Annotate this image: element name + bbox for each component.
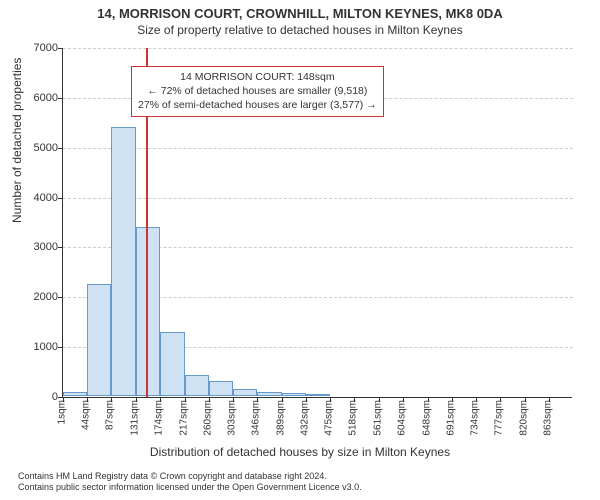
chart-subtitle: Size of property relative to detached ho… <box>0 23 600 37</box>
x-tick-label: 174sqm <box>154 400 165 436</box>
x-axis-label: Distribution of detached houses by size … <box>0 445 600 459</box>
x-tick-label: 346sqm <box>251 400 262 436</box>
x-tick-label: 691sqm <box>445 400 456 436</box>
y-tick-label: 7000 <box>18 42 58 54</box>
y-tick-mark <box>58 247 63 248</box>
y-tick-mark <box>58 48 63 49</box>
chart-area: 14 MORRISON COURT: 148sqm ← 72% of detac… <box>62 48 572 398</box>
histogram-bar <box>160 332 184 396</box>
histogram-bar <box>136 227 160 396</box>
x-tick-label: 734sqm <box>470 400 481 436</box>
histogram-bar <box>87 284 111 396</box>
x-tick-label: 1sqm <box>57 400 68 424</box>
x-tick-label: 561sqm <box>372 400 383 436</box>
x-tick-label: 604sqm <box>396 400 407 436</box>
x-tick-label: 303sqm <box>227 400 238 436</box>
x-tick-label: 863sqm <box>542 400 553 436</box>
footer-attribution: Contains HM Land Registry data © Crown c… <box>18 471 362 494</box>
annotation-box: 14 MORRISON COURT: 148sqm ← 72% of detac… <box>131 66 384 117</box>
histogram-bar <box>63 392 87 396</box>
histogram-bar <box>282 393 306 396</box>
y-tick-label: 0 <box>18 391 58 403</box>
y-tick-label: 3000 <box>18 241 58 253</box>
y-tick-mark <box>58 148 63 149</box>
figure-container: 14, MORRISON COURT, CROWNHILL, MILTON KE… <box>0 0 600 500</box>
annotation-line-2: ← 72% of detached houses are smaller (9,… <box>138 84 377 98</box>
y-tick-mark <box>58 198 63 199</box>
x-tick-label: 389sqm <box>275 400 286 436</box>
x-tick-label: 432sqm <box>299 400 310 436</box>
footer-line-2: Contains public sector information licen… <box>18 482 362 494</box>
chart-title: 14, MORRISON COURT, CROWNHILL, MILTON KE… <box>0 0 600 21</box>
histogram-bar <box>257 392 281 396</box>
y-tick-label: 5000 <box>18 142 58 154</box>
x-tick-label: 260sqm <box>202 400 213 436</box>
x-tick-label: 777sqm <box>494 400 505 436</box>
plot-region: 14 MORRISON COURT: 148sqm ← 72% of detac… <box>62 48 572 398</box>
x-tick-label: 518sqm <box>348 400 359 436</box>
x-tick-label: 131sqm <box>130 400 141 436</box>
x-tick-label: 87sqm <box>105 400 116 430</box>
annotation-line-1: 14 MORRISON COURT: 148sqm <box>138 70 377 84</box>
y-tick-label: 2000 <box>18 291 58 303</box>
y-tick-mark <box>58 397 63 398</box>
x-tick-label: 217sqm <box>178 400 189 436</box>
footer-line-1: Contains HM Land Registry data © Crown c… <box>18 471 362 483</box>
y-tick-mark <box>58 98 63 99</box>
y-tick-mark <box>58 297 63 298</box>
y-tick-label: 6000 <box>18 92 58 104</box>
y-tick-label: 4000 <box>18 192 58 204</box>
histogram-bar <box>111 127 135 396</box>
annotation-line-3: 27% of semi-detached houses are larger (… <box>138 98 377 112</box>
histogram-bar <box>185 375 209 396</box>
histogram-bar <box>209 381 233 396</box>
y-tick-mark <box>58 347 63 348</box>
y-tick-label: 1000 <box>18 341 58 353</box>
x-tick-label: 44sqm <box>81 400 92 430</box>
x-tick-label: 648sqm <box>421 400 432 436</box>
x-tick-label: 820sqm <box>518 400 529 436</box>
x-tick-label: 475sqm <box>324 400 335 436</box>
histogram-bar <box>306 394 330 396</box>
histogram-bar <box>233 389 257 396</box>
